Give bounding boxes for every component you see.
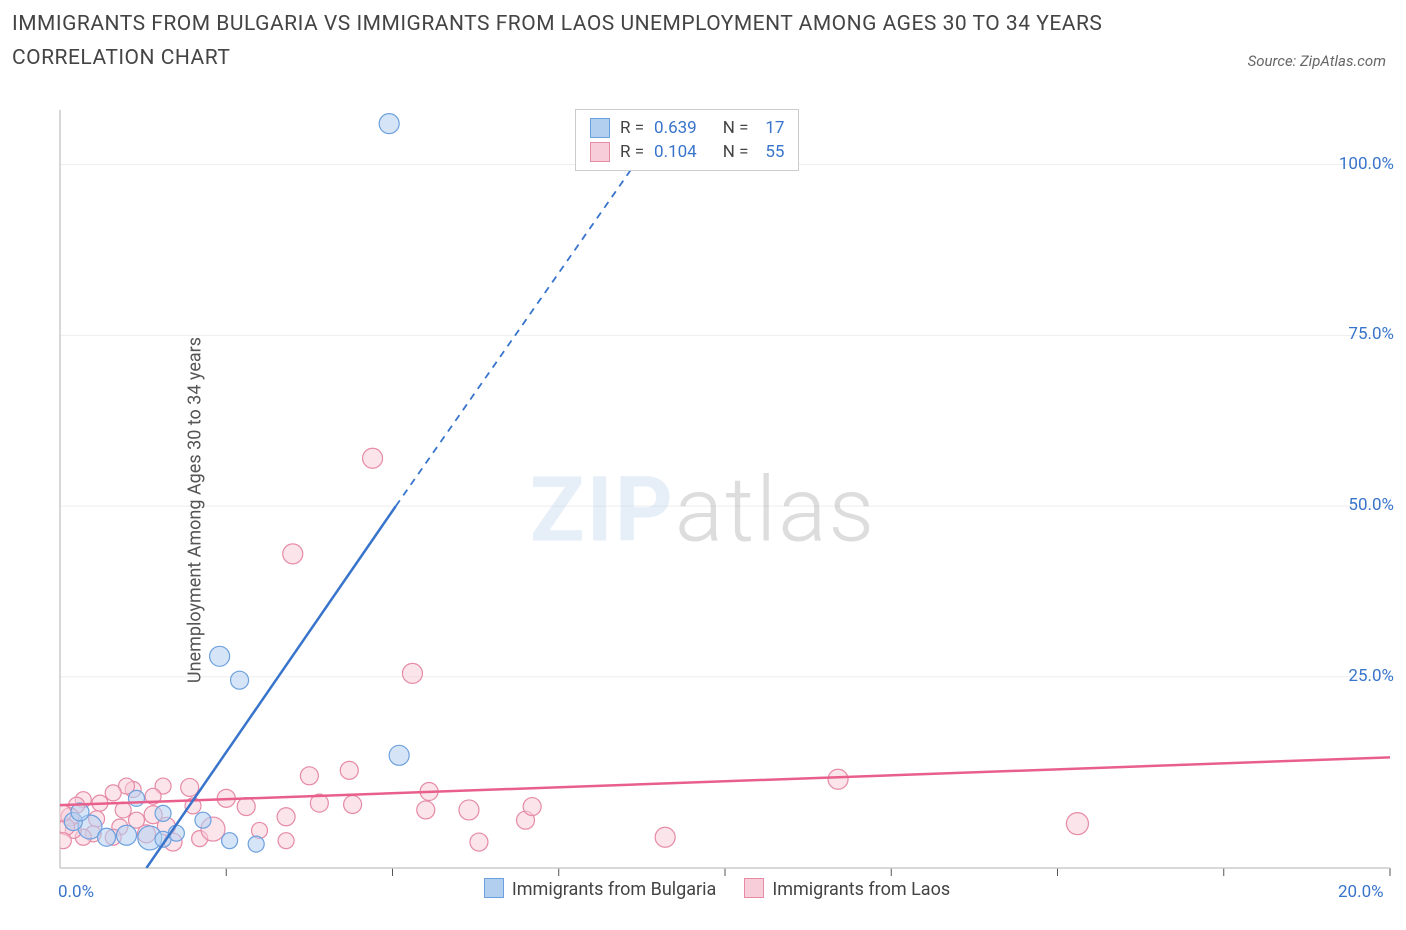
- stats-n-value: 17: [758, 118, 784, 138]
- stats-n-value: 55: [758, 142, 784, 162]
- scatter-point: [828, 769, 848, 789]
- scatter-point: [523, 798, 541, 816]
- scatter-point: [98, 828, 116, 846]
- y-axis-label: Unemployment Among Ages 30 to 34 years: [185, 337, 206, 683]
- scatter-point: [655, 827, 675, 847]
- scatter-point: [300, 767, 318, 785]
- scatter-point: [105, 785, 121, 801]
- stats-r-label: R =: [620, 142, 644, 162]
- scatter-point: [389, 745, 409, 765]
- chart-title: IMMIGRANTS FROM BULGARIA VS IMMIGRANTS F…: [12, 8, 1106, 75]
- legend-label: Immigrants from Laos: [772, 879, 950, 900]
- scatter-point: [278, 833, 294, 849]
- y-tick-label: 50.0%: [1348, 495, 1394, 515]
- scatter-point: [344, 795, 362, 813]
- scatter-point: [1066, 813, 1088, 835]
- scatter-point: [237, 798, 255, 816]
- scatter-point: [363, 448, 383, 468]
- correlation-stats-box: R = 0.639 N = 17 R = 0.104 N = 55: [575, 109, 799, 171]
- scatter-point: [210, 646, 230, 666]
- scatter-point: [459, 800, 479, 820]
- stats-swatch: [590, 118, 610, 138]
- stats-n-label: N =: [723, 142, 749, 162]
- scatter-point: [402, 663, 422, 683]
- legend-swatch: [484, 878, 504, 898]
- stats-swatch: [590, 142, 610, 162]
- scatter-point: [181, 778, 199, 796]
- stats-n-label: N =: [723, 118, 749, 138]
- legend-label: Immigrants from Bulgaria: [512, 879, 716, 900]
- scatter-point: [283, 544, 303, 564]
- scatter-point: [55, 833, 71, 849]
- scatter-point: [470, 833, 488, 851]
- stats-row: R = 0.639 N = 17: [590, 116, 784, 140]
- scatter-point: [277, 808, 295, 826]
- scatter-point: [248, 836, 264, 852]
- chart-container: Unemployment Among Ages 30 to 34 years Z…: [0, 90, 1406, 930]
- legend-bottom: Immigrants from Bulgaria Immigrants from …: [0, 878, 1406, 930]
- scatter-point: [417, 801, 435, 819]
- scatter-point: [379, 114, 399, 134]
- scatter-point: [231, 671, 249, 689]
- scatter-point: [117, 825, 137, 845]
- y-tick-label: 100.0%: [1339, 154, 1394, 174]
- scatter-point: [340, 761, 358, 779]
- stats-row: R = 0.104 N = 55: [590, 140, 784, 164]
- y-tick-label: 75.0%: [1348, 324, 1394, 344]
- scatter-point: [195, 812, 211, 828]
- stats-r-value: 0.639: [654, 118, 697, 138]
- scatter-point: [128, 790, 144, 806]
- stats-r-value: 0.104: [654, 142, 697, 162]
- stats-r-label: R =: [620, 118, 644, 138]
- scatter-point: [222, 833, 238, 849]
- source-attribution: Source: ZipAtlas.com: [1248, 52, 1386, 70]
- legend-swatch: [744, 878, 764, 898]
- scatter-plot: [0, 90, 1406, 930]
- scatter-point: [155, 805, 171, 821]
- y-tick-label: 25.0%: [1348, 666, 1394, 686]
